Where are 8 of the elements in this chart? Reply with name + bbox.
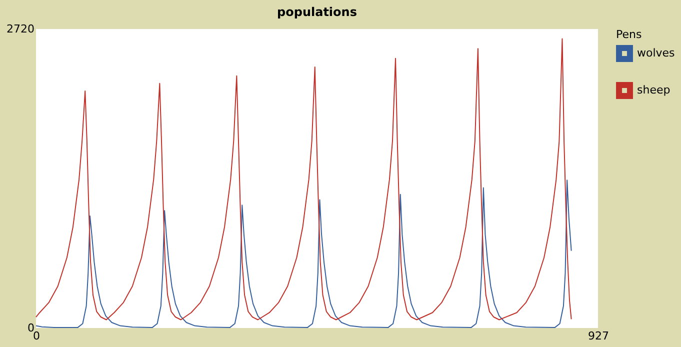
legend-title: Pens <box>616 28 642 41</box>
legend-label: sheep <box>637 84 670 96</box>
chart-title: populations <box>277 5 357 19</box>
line-series <box>36 180 572 328</box>
line-series <box>36 38 572 320</box>
legend-label: wolves <box>637 46 676 60</box>
x-tick-label: 927 <box>588 330 609 342</box>
y-tick-label: 2720 <box>6 22 34 36</box>
